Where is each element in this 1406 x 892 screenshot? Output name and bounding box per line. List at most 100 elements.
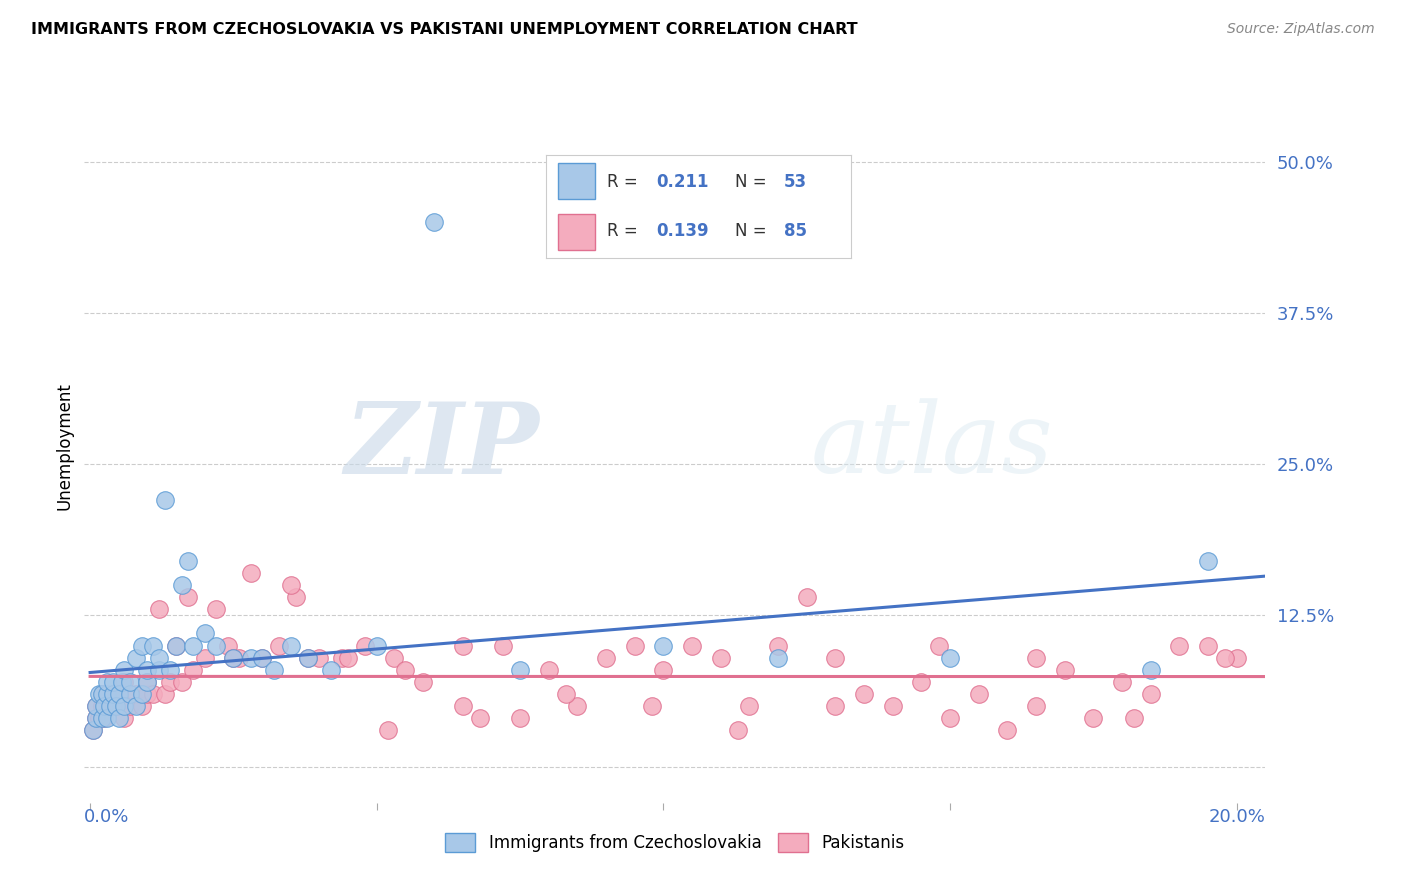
Point bbox=[1111, 674, 1133, 689]
Point bbox=[165, 639, 187, 653]
Point bbox=[96, 687, 118, 701]
Text: 53: 53 bbox=[785, 173, 807, 191]
Point bbox=[337, 650, 360, 665]
Point bbox=[451, 639, 474, 653]
Text: R =: R = bbox=[607, 222, 644, 240]
Point bbox=[142, 687, 165, 701]
Point bbox=[882, 699, 904, 714]
Point bbox=[125, 650, 148, 665]
Point bbox=[125, 687, 148, 701]
Point bbox=[509, 711, 531, 725]
Point bbox=[1083, 711, 1105, 725]
Point bbox=[136, 687, 159, 701]
Point bbox=[96, 674, 118, 689]
Point bbox=[181, 639, 204, 653]
Point bbox=[853, 687, 876, 701]
Point bbox=[1197, 554, 1219, 568]
Text: ZIP: ZIP bbox=[344, 398, 538, 494]
Point bbox=[1226, 650, 1249, 665]
Point bbox=[82, 723, 104, 738]
Point bbox=[468, 711, 491, 725]
Point bbox=[82, 723, 104, 738]
Text: IMMIGRANTS FROM CZECHOSLOVAKIA VS PAKISTANI UNEMPLOYMENT CORRELATION CHART: IMMIGRANTS FROM CZECHOSLOVAKIA VS PAKIST… bbox=[31, 22, 858, 37]
Text: 85: 85 bbox=[785, 222, 807, 240]
Point bbox=[939, 650, 962, 665]
Point bbox=[239, 566, 262, 580]
Point bbox=[205, 639, 228, 653]
Point bbox=[170, 674, 193, 689]
Point bbox=[87, 687, 110, 701]
Point bbox=[1025, 650, 1047, 665]
Point bbox=[1139, 687, 1161, 701]
Point bbox=[107, 687, 129, 701]
Point bbox=[250, 650, 273, 665]
Point bbox=[280, 578, 302, 592]
Point bbox=[910, 674, 932, 689]
Point bbox=[1025, 699, 1047, 714]
Point bbox=[766, 639, 789, 653]
Text: R =: R = bbox=[607, 173, 644, 191]
Point bbox=[492, 639, 515, 653]
Point bbox=[90, 699, 112, 714]
Point bbox=[738, 699, 761, 714]
Point bbox=[595, 650, 617, 665]
Point bbox=[125, 699, 148, 714]
Point bbox=[114, 663, 136, 677]
Point bbox=[90, 687, 112, 701]
Text: atlas: atlas bbox=[811, 399, 1053, 493]
Point bbox=[84, 711, 107, 725]
Point bbox=[423, 215, 446, 229]
Point bbox=[120, 687, 142, 701]
Point bbox=[159, 674, 181, 689]
Point bbox=[555, 687, 578, 701]
Point bbox=[96, 711, 118, 725]
Point bbox=[377, 723, 399, 738]
Point bbox=[96, 699, 118, 714]
Point bbox=[114, 711, 136, 725]
Legend: Immigrants from Czechoslovakia, Pakistanis: Immigrants from Czechoslovakia, Pakistan… bbox=[439, 826, 911, 859]
Point bbox=[222, 650, 245, 665]
Point bbox=[308, 650, 330, 665]
Point bbox=[537, 663, 560, 677]
Point bbox=[148, 663, 170, 677]
Text: 0.139: 0.139 bbox=[657, 222, 709, 240]
Point bbox=[451, 699, 474, 714]
Point bbox=[567, 699, 589, 714]
Point bbox=[939, 711, 962, 725]
Point bbox=[84, 699, 107, 714]
Point bbox=[623, 639, 645, 653]
Point bbox=[1197, 639, 1219, 653]
Point bbox=[205, 602, 228, 616]
Point bbox=[107, 711, 129, 725]
Point bbox=[228, 650, 250, 665]
Point bbox=[101, 687, 124, 701]
Point bbox=[142, 639, 165, 653]
Point bbox=[928, 639, 950, 653]
Point bbox=[176, 554, 198, 568]
Y-axis label: Unemployment: Unemployment bbox=[55, 382, 73, 510]
Text: Source: ZipAtlas.com: Source: ZipAtlas.com bbox=[1227, 22, 1375, 37]
Point bbox=[796, 590, 818, 604]
FancyBboxPatch shape bbox=[558, 214, 595, 250]
Point bbox=[84, 711, 107, 725]
Text: 0.0%: 0.0% bbox=[84, 807, 129, 826]
Point bbox=[90, 711, 112, 725]
Point bbox=[382, 650, 405, 665]
Point bbox=[641, 699, 664, 714]
Point bbox=[263, 663, 285, 677]
Text: 20.0%: 20.0% bbox=[1209, 807, 1265, 826]
Point bbox=[120, 674, 142, 689]
Point bbox=[101, 674, 124, 689]
Point bbox=[131, 699, 153, 714]
Point bbox=[194, 650, 217, 665]
Point bbox=[710, 650, 733, 665]
Point bbox=[366, 639, 388, 653]
Text: N =: N = bbox=[735, 222, 772, 240]
Point bbox=[967, 687, 990, 701]
Point bbox=[136, 663, 159, 677]
Point bbox=[148, 650, 170, 665]
Point bbox=[766, 650, 789, 665]
Point bbox=[90, 687, 112, 701]
Point bbox=[93, 711, 115, 725]
Point bbox=[96, 687, 118, 701]
